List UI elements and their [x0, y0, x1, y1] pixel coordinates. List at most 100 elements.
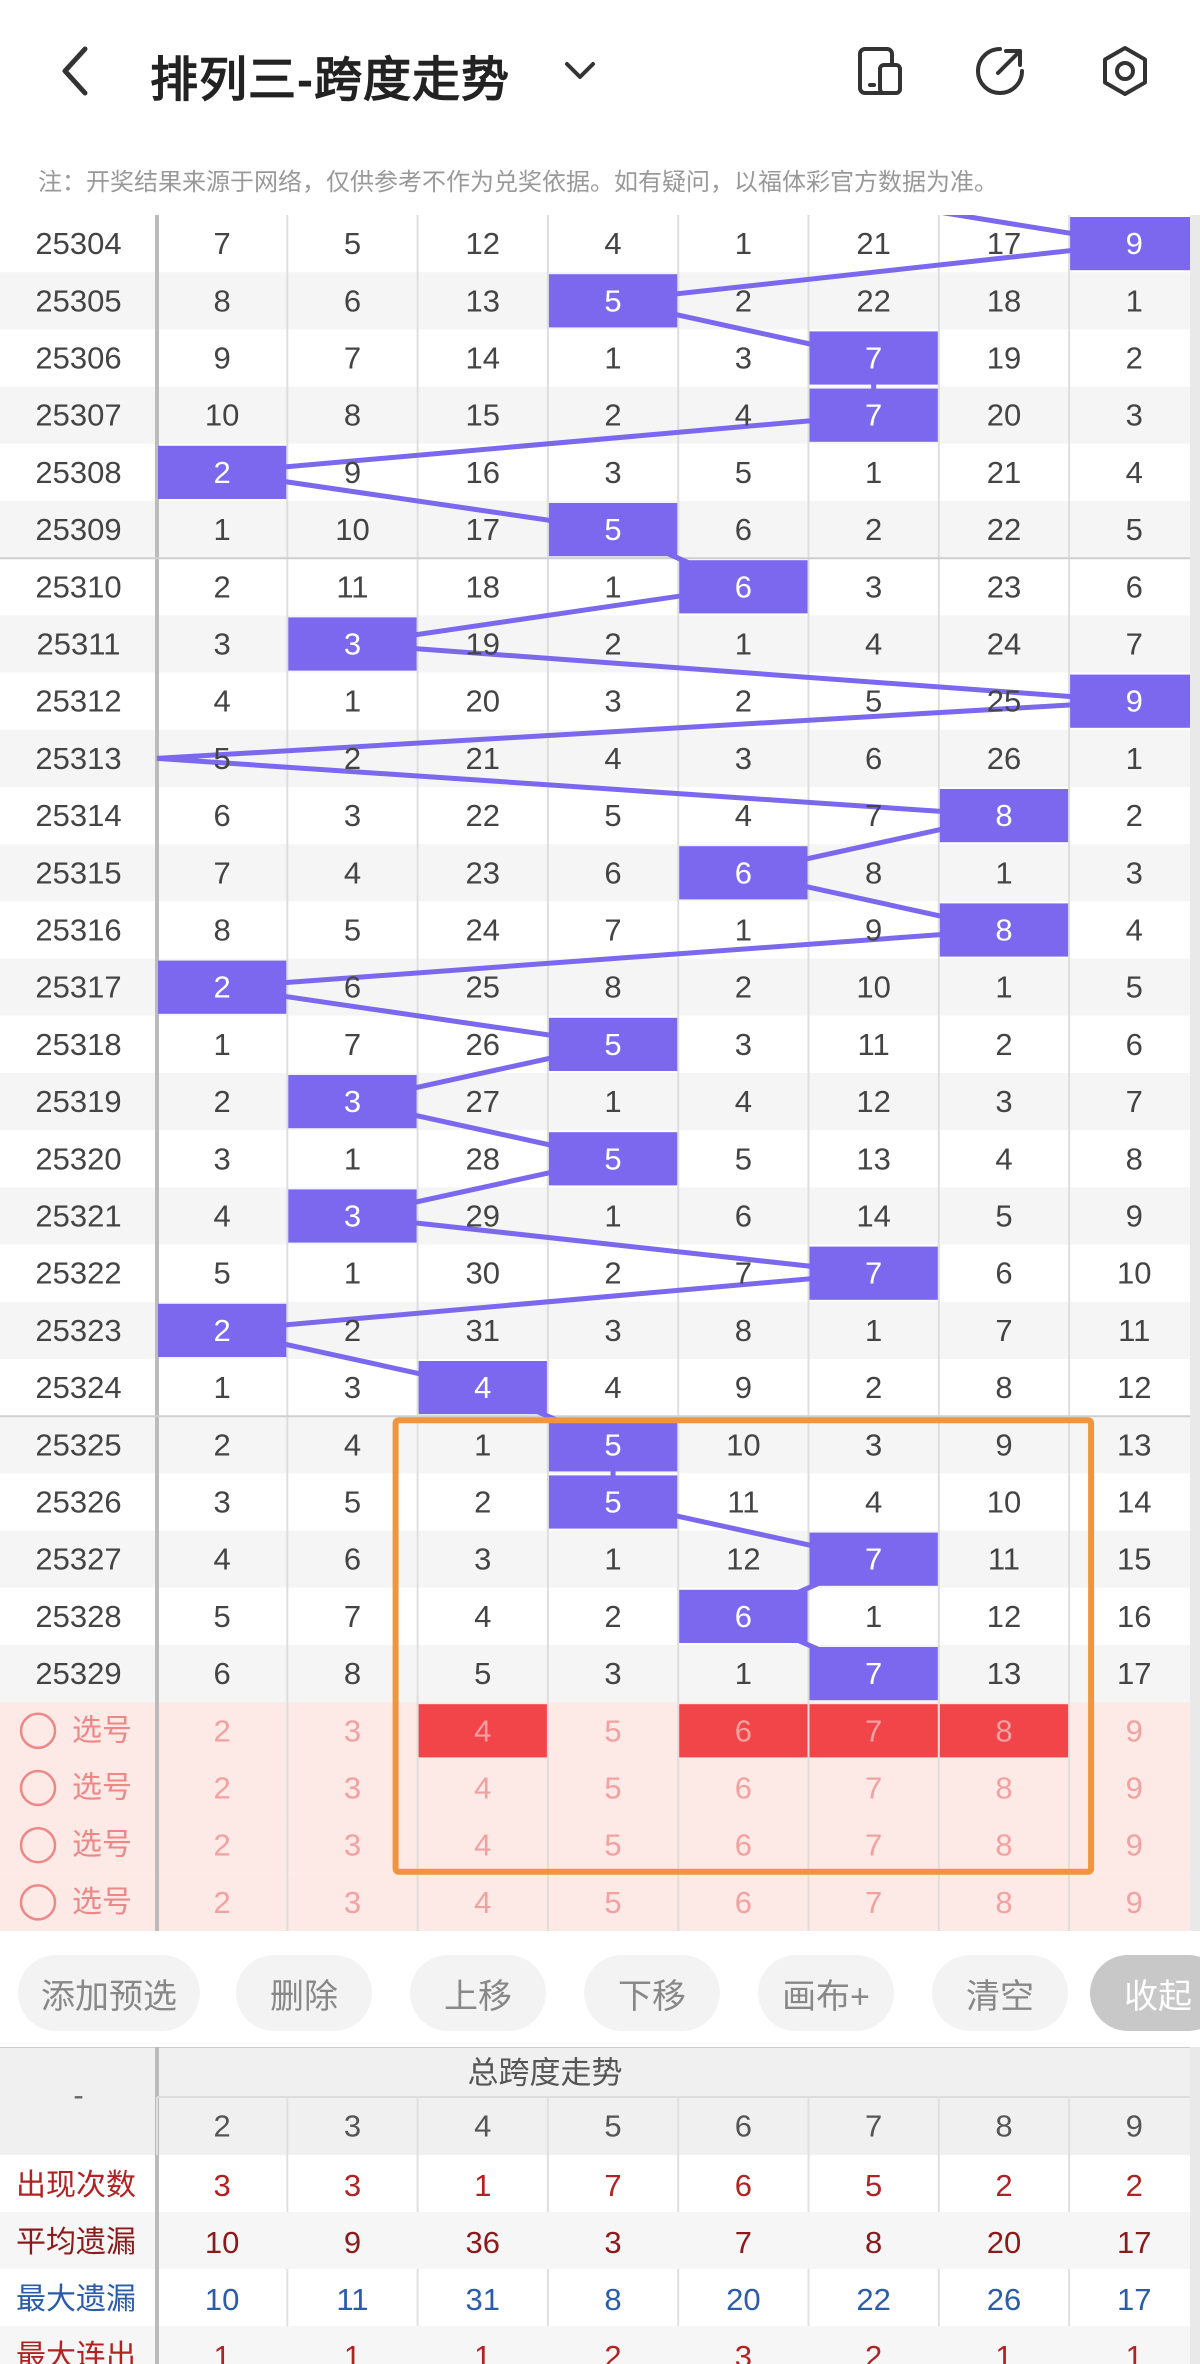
trend-line: [156, 698, 1135, 761]
miss-count: 16: [466, 455, 500, 490]
miss-count: 3: [604, 1313, 621, 1348]
miss-count: 9: [1126, 1199, 1143, 1234]
miss-count: 30: [466, 1256, 500, 1291]
miss-count: 14: [466, 341, 500, 376]
miss-count: 5: [1126, 970, 1143, 1005]
period-number: 25313: [35, 741, 121, 776]
disclaimer-notice: 注：开奖结果来源于网络，仅供参考不作为兑奖依据。如有疑问，以福体彩官方数据为准。: [38, 169, 998, 196]
hit-value: 7: [865, 341, 882, 376]
layout-switch-button[interactable]: [845, 36, 915, 106]
settings-button[interactable]: [1090, 36, 1160, 106]
hit-value: 5: [604, 1485, 621, 1520]
stats-value: 1: [474, 2339, 491, 2364]
preselect-value: 2: [214, 1828, 231, 1863]
miss-count: 6: [344, 1542, 361, 1577]
move-down-button[interactable]: 下移: [584, 1955, 720, 2031]
delete-button[interactable]: 删除: [236, 1955, 372, 2031]
stats-column-header: 8: [995, 2109, 1012, 2144]
miss-count: 11: [988, 1542, 1020, 1577]
preselect-row-background: [0, 1816, 1200, 1874]
hit-value: 3: [344, 1084, 361, 1119]
miss-count: 2: [214, 569, 231, 604]
miss-count: 2: [344, 741, 361, 776]
miss-count: 13: [987, 1656, 1021, 1691]
stats-value: 20: [987, 2225, 1021, 2260]
stats-column-header: 9: [1126, 2109, 1143, 2144]
hit-value: 8: [995, 913, 1012, 948]
miss-count: 8: [1126, 1141, 1143, 1176]
period-number: 25323: [35, 1313, 121, 1348]
hit-value: 7: [865, 1256, 882, 1291]
miss-count: 4: [214, 1199, 231, 1234]
canvas-plus-button[interactable]: 画布+: [758, 1955, 894, 2031]
selected-preselect-value: 8: [995, 1713, 1012, 1748]
miss-count: 4: [735, 1084, 752, 1119]
selected-preselect-cell: [809, 1704, 938, 1758]
move-up-button[interactable]: 上移: [410, 1955, 546, 2031]
title-dropdown-button[interactable]: [555, 50, 605, 90]
preselect-value: 4: [474, 1828, 491, 1863]
miss-count: 4: [604, 741, 621, 776]
miss-count: 5: [344, 913, 361, 948]
miss-count: 5: [995, 1199, 1012, 1234]
miss-count: 6: [344, 283, 361, 318]
trend-line: [156, 755, 1005, 819]
stats-value: 3: [344, 2168, 361, 2203]
miss-count: 3: [735, 1027, 752, 1062]
miss-count: 1: [1126, 283, 1143, 318]
selected-preselect-cell: [939, 1704, 1069, 1758]
miss-count: 9: [735, 1370, 752, 1405]
hit-cell: [288, 1075, 417, 1129]
miss-count: 25: [466, 970, 500, 1005]
stats-value: 3: [735, 2339, 752, 2364]
hit-value: 2: [214, 1313, 231, 1348]
miss-count: 31: [466, 1313, 500, 1348]
miss-count: 3: [344, 1370, 361, 1405]
period-number: 25310: [35, 569, 121, 604]
period-number: 25307: [35, 398, 121, 433]
miss-count: 7: [865, 798, 882, 833]
miss-count: 1: [214, 1370, 231, 1405]
stats-value: 7: [604, 2168, 621, 2203]
hit-value: 5: [604, 283, 621, 318]
miss-count: 4: [214, 684, 231, 719]
stats-value: 5: [865, 2168, 882, 2203]
share-button[interactable]: [965, 36, 1035, 106]
stats-column-header: 4: [474, 2109, 491, 2144]
hit-value: 6: [735, 1599, 752, 1634]
miss-count: 15: [466, 398, 500, 433]
preselect-value: 3: [344, 1771, 361, 1806]
preselect-value: 7: [865, 1828, 882, 1863]
clear-button[interactable]: 清空: [932, 1955, 1068, 2031]
back-button[interactable]: [40, 36, 110, 106]
row-background: [0, 329, 1200, 387]
period-number: 25309: [35, 512, 121, 547]
miss-count: 4: [865, 627, 882, 662]
phone-layout-icon: [858, 47, 902, 95]
miss-count: 20: [466, 684, 500, 719]
stats-column-header: 7: [865, 2109, 882, 2144]
period-number: 25305: [35, 283, 121, 318]
preselect-value: 9: [1126, 1713, 1143, 1748]
page-title[interactable]: 排列三-跨度走势: [150, 54, 510, 107]
stats-value: 7: [735, 2225, 752, 2260]
row-background: [0, 1645, 1200, 1703]
row-background: [0, 729, 1200, 787]
miss-count: 6: [344, 970, 361, 1005]
trend-line: [352, 1213, 874, 1276]
preselect-value: 3: [344, 1713, 361, 1748]
add-preselect-button[interactable]: 添加预选: [18, 1955, 200, 2031]
miss-count: 11: [727, 1485, 759, 1520]
miss-count: 8: [865, 855, 882, 890]
preselect-value: 5: [604, 1828, 621, 1863]
period-number: 25328: [35, 1599, 121, 1634]
period-number: 25317: [35, 970, 121, 1005]
preselect-row-background: [0, 1759, 1200, 1817]
row-background: [0, 1244, 1200, 1302]
miss-count: 8: [604, 970, 621, 1005]
collapse-button[interactable]: 收起: [1090, 1955, 1200, 2031]
stats-header-background: [0, 2047, 1200, 2155]
miss-count: 8: [995, 1370, 1012, 1405]
hit-value: 3: [344, 627, 361, 662]
period-number: 25314: [35, 798, 121, 833]
